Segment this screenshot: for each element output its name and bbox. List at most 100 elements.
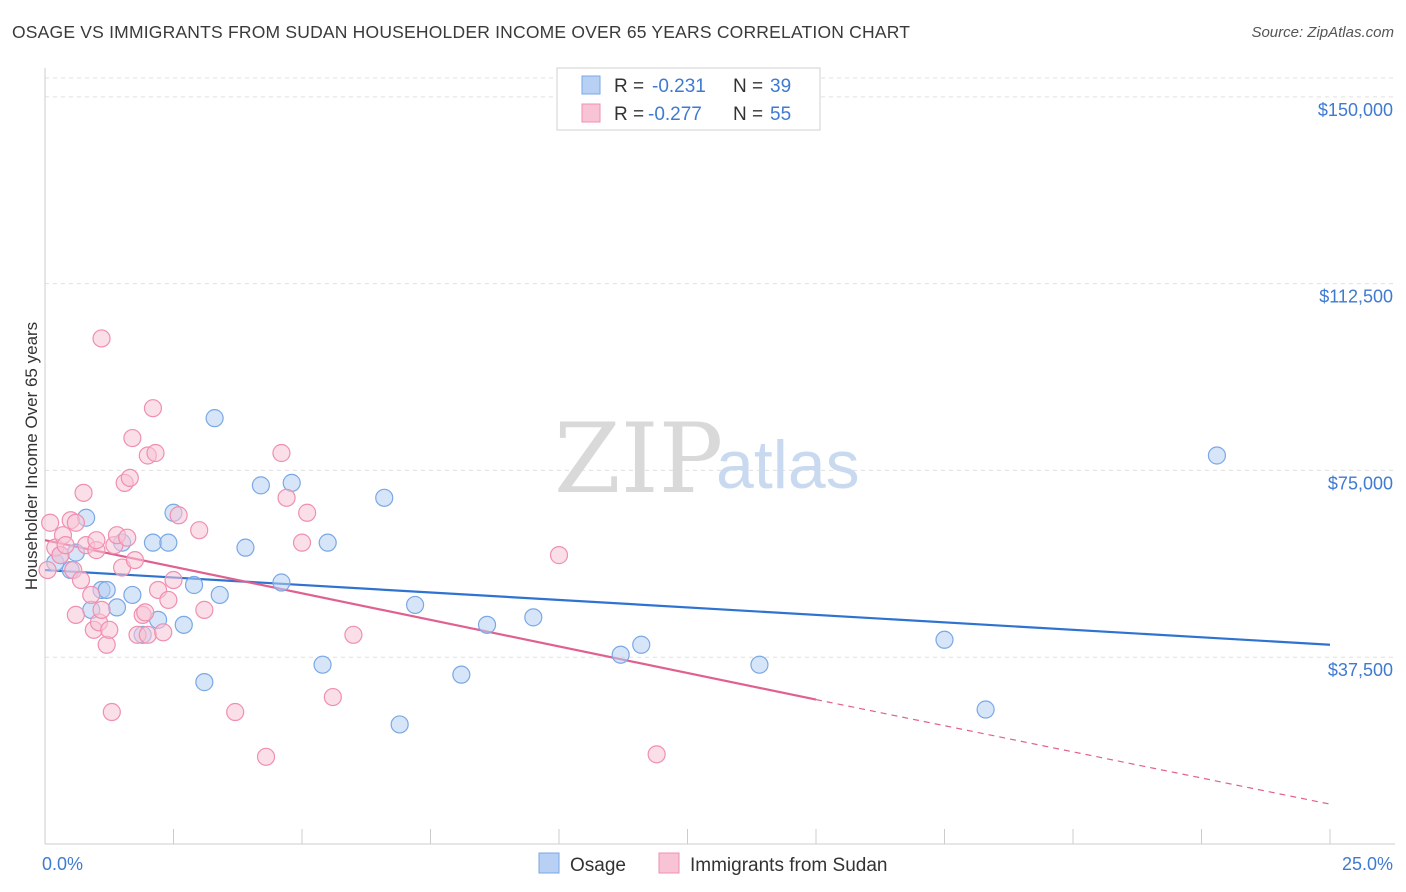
osage-point — [477, 615, 497, 634]
legend-r-value-1: -0.277 — [648, 104, 702, 125]
sudan-point — [143, 399, 163, 418]
sudan-point — [138, 625, 157, 644]
data-points — [38, 329, 1227, 766]
sudan-point — [82, 585, 101, 605]
osage-point — [318, 533, 337, 552]
legend-n-label-1: N = — [733, 104, 763, 125]
sudan-point — [87, 531, 106, 550]
sudan-point — [159, 590, 178, 610]
sudan-point — [56, 536, 75, 555]
osage-point — [390, 715, 409, 734]
trend-lines — [44, 539, 1331, 805]
osage-point — [272, 573, 291, 592]
bottom-legend: Osage Immigrants from Sudan — [538, 852, 887, 876]
y-axis-title: Householder Income Over 65 years — [22, 322, 41, 590]
osage-point — [236, 538, 255, 557]
osage-point — [205, 409, 224, 428]
sudan-point — [118, 528, 137, 547]
watermark-atlas: atlas — [716, 427, 860, 503]
sudan-point — [647, 745, 666, 764]
osage-point — [375, 488, 394, 507]
y-tick-label: $37,500 — [1328, 660, 1393, 680]
sudan-point — [277, 488, 296, 507]
sudan-point — [125, 550, 145, 570]
sudan-point — [323, 687, 342, 707]
sudan-point — [123, 428, 142, 448]
sudan-point — [102, 702, 121, 722]
sudan-point — [344, 625, 363, 644]
x-tick-label: 25.0% — [1342, 854, 1393, 874]
chart-title: OSAGE VS IMMIGRANTS FROM SUDAN HOUSEHOLD… — [12, 22, 911, 42]
x-tick-labels: 0.0% 25.0% — [42, 854, 1393, 874]
osage-point — [251, 476, 270, 495]
watermark: ZIP atlas — [554, 403, 860, 515]
legend-swatch-osage — [581, 75, 601, 95]
osage-point — [107, 598, 127, 617]
osage-point — [524, 608, 543, 627]
legend-n-label-0: N = — [733, 76, 763, 97]
bottom-legend-sudan: Immigrants from Sudan — [690, 855, 887, 876]
sudan-point — [549, 546, 569, 565]
gridlines — [45, 77, 1395, 658]
sudan-point — [120, 468, 139, 488]
osage-point — [123, 585, 142, 605]
sudan-point — [292, 533, 312, 552]
sudan-point — [169, 506, 188, 525]
sudan-point — [41, 513, 60, 532]
bottom-legend-swatch-osage — [538, 852, 560, 874]
sudan-point — [154, 623, 173, 642]
legend-r-label-1: R = — [614, 104, 644, 125]
sudan-point — [92, 600, 111, 619]
legend-n-value-0: 39 — [770, 76, 791, 97]
legend-r-label-0: R = — [614, 76, 644, 97]
osage-point — [1207, 446, 1227, 465]
y-tick-label: $112,500 — [1319, 287, 1393, 307]
trend-line-0 — [44, 568, 1331, 646]
osage-point — [976, 700, 995, 719]
sudan-point — [100, 620, 119, 639]
sudan-point — [38, 560, 57, 580]
legend-swatch-sudan — [581, 103, 601, 123]
osage-point — [632, 635, 651, 654]
sudan-point — [136, 603, 155, 622]
y-tick-label: $75,000 — [1328, 473, 1393, 493]
sudan-point — [146, 443, 165, 463]
y-tick-label: $150,000 — [1318, 100, 1393, 120]
sudan-point — [164, 570, 183, 590]
sudan-point — [298, 503, 317, 522]
osage-point — [452, 665, 471, 684]
legend-n-value-1: 55 — [770, 104, 791, 125]
osage-point — [405, 595, 425, 615]
osage-point — [195, 673, 214, 692]
sudan-point — [66, 513, 85, 532]
osage-point — [750, 655, 769, 674]
sudan-point — [71, 570, 91, 590]
legend-r-value-0: -0.231 — [652, 76, 706, 97]
y-tick-labels: $37,500 $75,000 $112,500 $150,000 — [1318, 100, 1393, 680]
osage-point — [210, 585, 229, 605]
bottom-legend-swatch-sudan — [658, 852, 680, 874]
x-tick-label: 0.0% — [42, 854, 83, 874]
osage-point — [184, 575, 204, 595]
axes — [44, 68, 1395, 845]
watermark-zip: ZIP — [554, 403, 723, 515]
osage-point — [174, 615, 193, 634]
sudan-point — [190, 521, 209, 540]
bottom-legend-osage: Osage — [570, 855, 626, 876]
trend-line-1 — [44, 539, 817, 701]
sudan-point — [272, 443, 291, 463]
sudan-point — [92, 329, 111, 348]
osage-point — [313, 655, 332, 674]
trend-line-extension-1 — [815, 698, 1331, 805]
sudan-point — [74, 483, 93, 502]
legend: R = -0.231 N = 39 R = -0.277 N = 55 — [556, 67, 821, 131]
osage-point — [935, 630, 954, 649]
sudan-point — [195, 600, 214, 619]
sudan-point — [226, 702, 245, 722]
osage-point — [143, 533, 163, 552]
sudan-point — [66, 605, 85, 624]
source-label: Source: ZipAtlas.com — [1251, 24, 1394, 41]
sudan-point — [97, 635, 116, 654]
osage-point — [97, 580, 116, 600]
